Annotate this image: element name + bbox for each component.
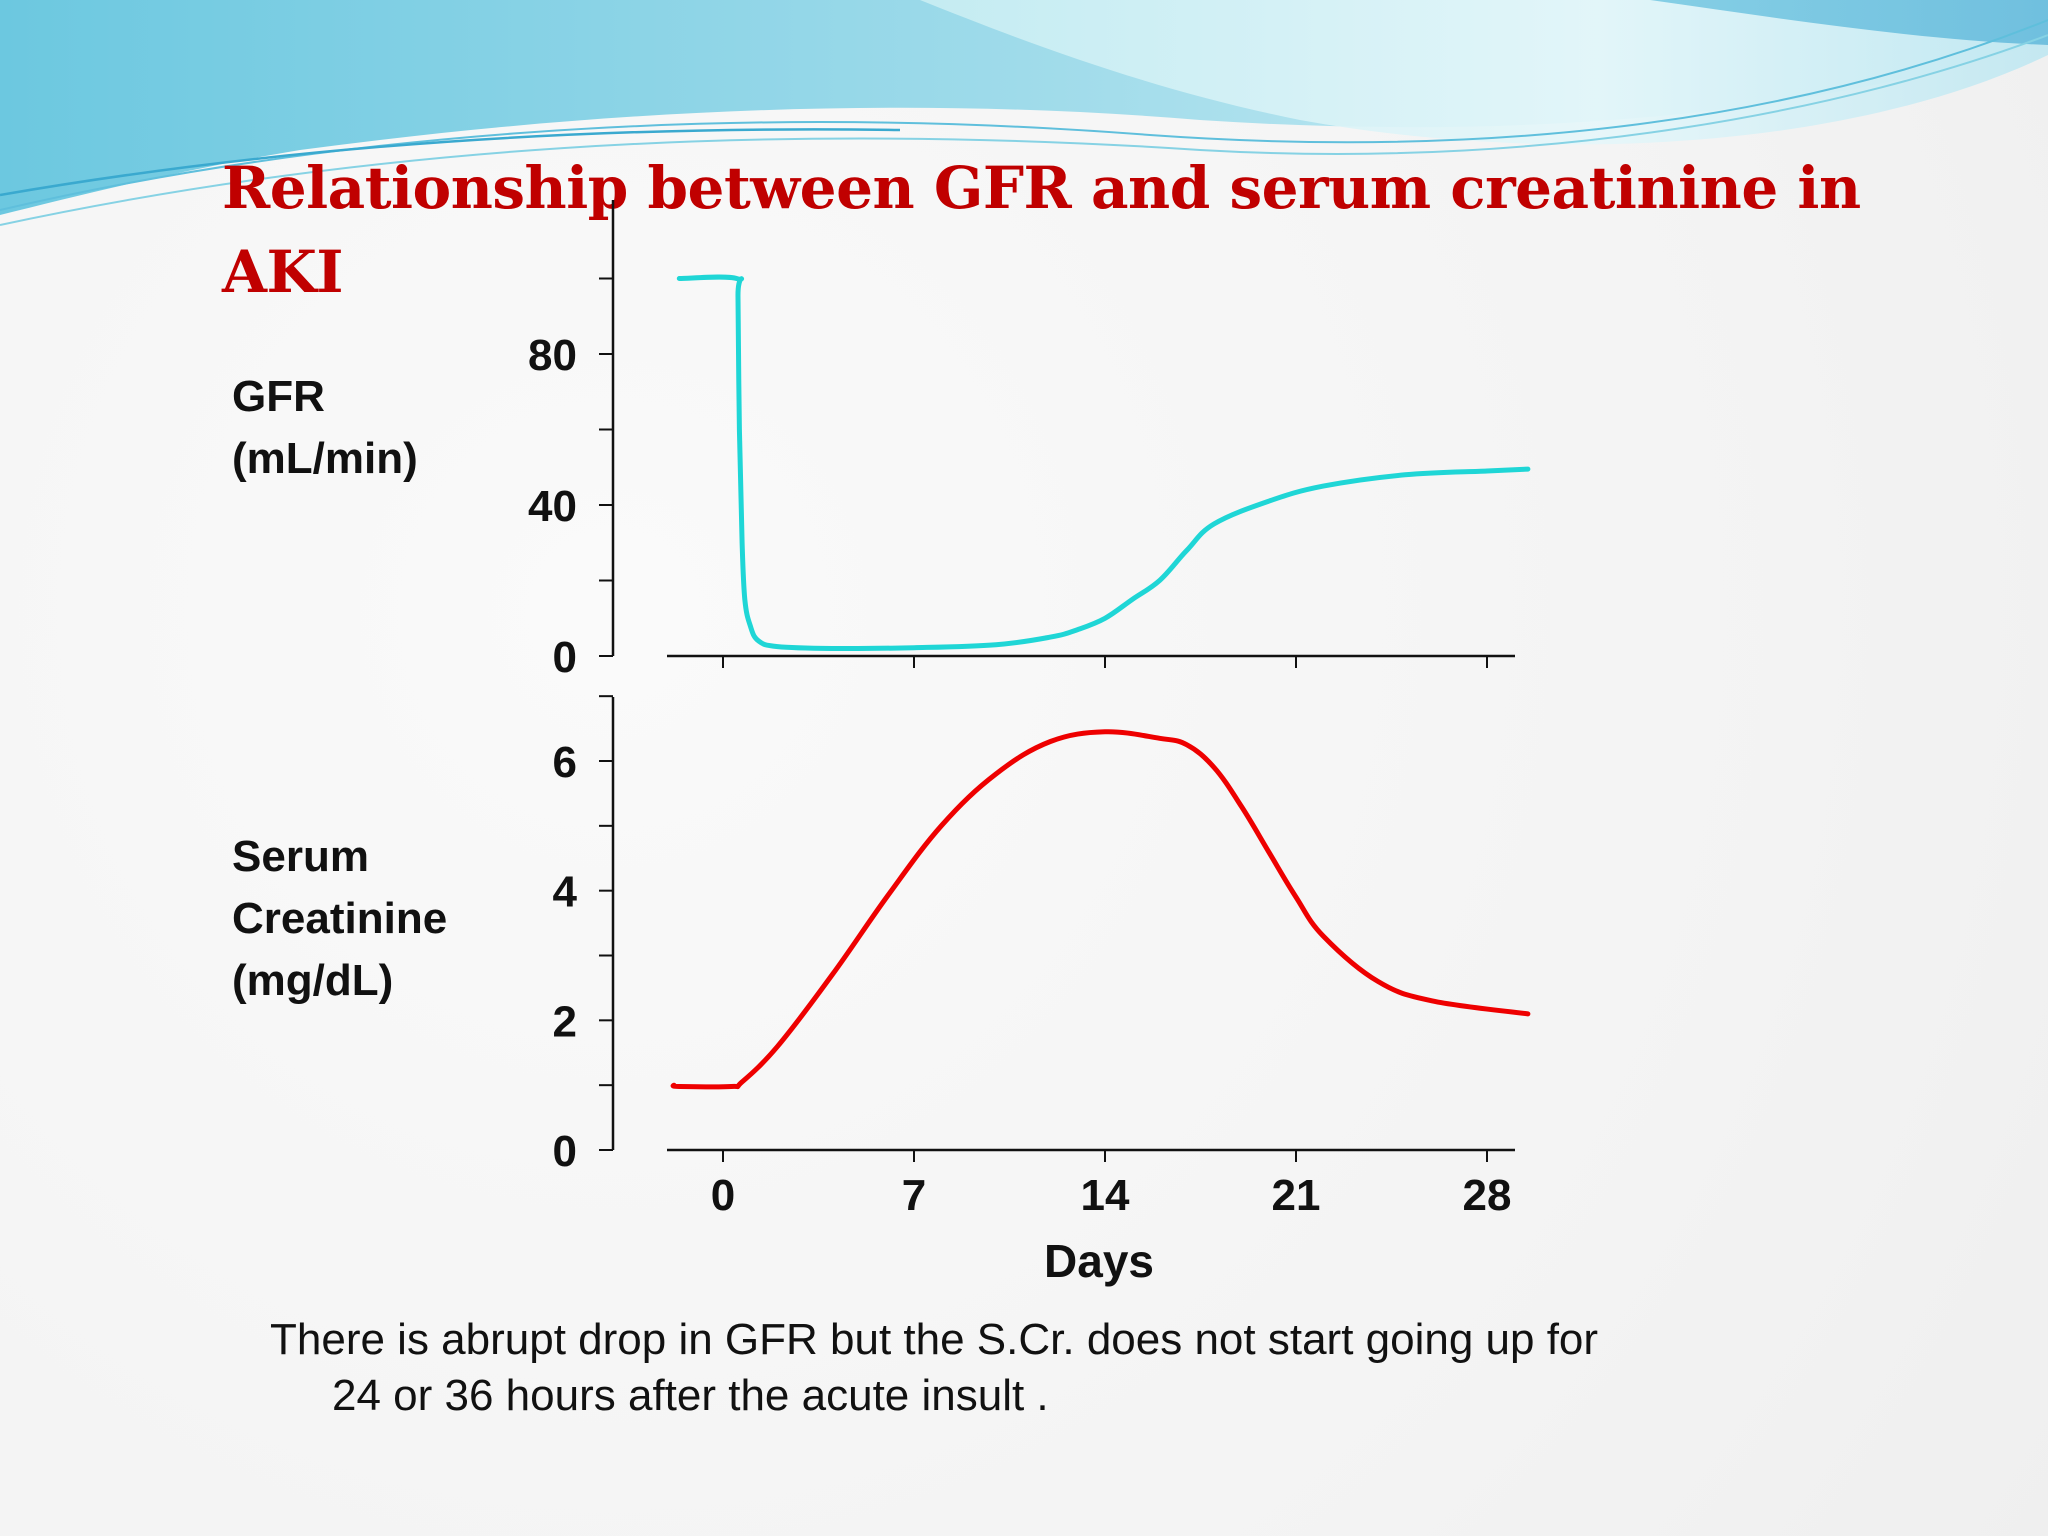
caption-line-1: There is abrupt drop in GFR but the S.Cr… (270, 1315, 1599, 1364)
creatinine-series-line (670, 729, 1531, 1090)
creatinine-y-tick-label: 2 (553, 997, 577, 1046)
creatinine-x-axis-label: Days (1044, 1235, 1154, 1287)
gfr-series-line (676, 274, 1531, 652)
gfr-y-tick-label: 40 (528, 482, 577, 531)
creatinine-x-tick-label: 14 (1081, 1171, 1130, 1220)
creatinine-x-tick-label: 21 (1272, 1171, 1321, 1220)
creatinine-y-axis-label-line: Creatinine (232, 894, 448, 943)
gfr-chart: 0 40 80 (528, 200, 1531, 682)
creatinine-x-tick-label: 0 (711, 1171, 735, 1220)
creatinine-y-tick-label: 6 (553, 738, 577, 787)
gfr-y-axis-label-line: GFR (232, 372, 325, 421)
creatinine-y-tick-label: 0 (553, 1127, 577, 1176)
creatinine-y-axis-label: Serum Creatinine (mg/dL) (232, 826, 447, 1012)
gfr-y-axis-label-line: (mL/min) (232, 434, 418, 483)
creatinine-y-axis-label-line: (mg/dL) (232, 956, 394, 1005)
slide-caption: There is abrupt drop in GFR but the S.Cr… (270, 1312, 1890, 1424)
slide-title: Relationship between GFR and serum creat… (222, 154, 1861, 307)
creatinine-y-axis-label-line: Serum (232, 832, 369, 881)
header-wave-decoration (0, 0, 2048, 226)
gfr-y-tick-label: 80 (528, 331, 577, 380)
gfr-y-tick-label: 0 (553, 633, 577, 682)
creatinine-chart: 0 2 4 6 0 7 14 21 28 Days (553, 695, 1531, 1287)
creatinine-x-tick-label: 28 (1463, 1171, 1512, 1220)
gfr-y-axis-label: GFR (mL/min) (232, 366, 418, 490)
creatinine-x-tick-label: 7 (902, 1171, 926, 1220)
caption-line-2: 24 or 36 hours after the acute insult . (332, 1371, 1049, 1420)
creatinine-y-tick-label: 4 (553, 868, 578, 917)
